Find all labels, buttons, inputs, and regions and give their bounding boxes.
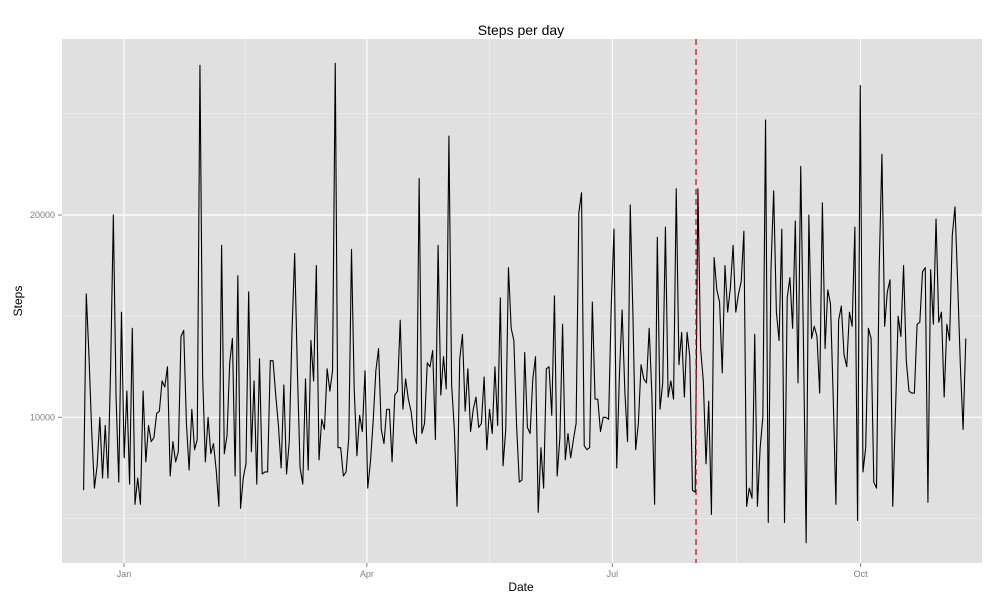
x-tick-label: Apr bbox=[360, 569, 374, 579]
x-tick-label: Jul bbox=[607, 569, 619, 579]
series-layer bbox=[83, 62, 967, 544]
y-tick-label: 20000 bbox=[30, 210, 55, 220]
minor-gridlines bbox=[62, 39, 982, 563]
y-axis-ticks: 10000 20000 bbox=[30, 210, 62, 422]
x-axis-ticks: Jan Apr Jul Oct bbox=[117, 563, 868, 579]
major-gridlines bbox=[62, 39, 982, 563]
y-tick-label: 10000 bbox=[30, 412, 55, 422]
x-axis-title: Date bbox=[508, 580, 534, 594]
x-tick-label: Jan bbox=[117, 569, 132, 579]
chart-title: Steps per day bbox=[478, 22, 564, 38]
x-tick-label: Oct bbox=[854, 569, 869, 579]
y-axis-title: Steps bbox=[11, 286, 25, 317]
series-line bbox=[83, 62, 967, 544]
